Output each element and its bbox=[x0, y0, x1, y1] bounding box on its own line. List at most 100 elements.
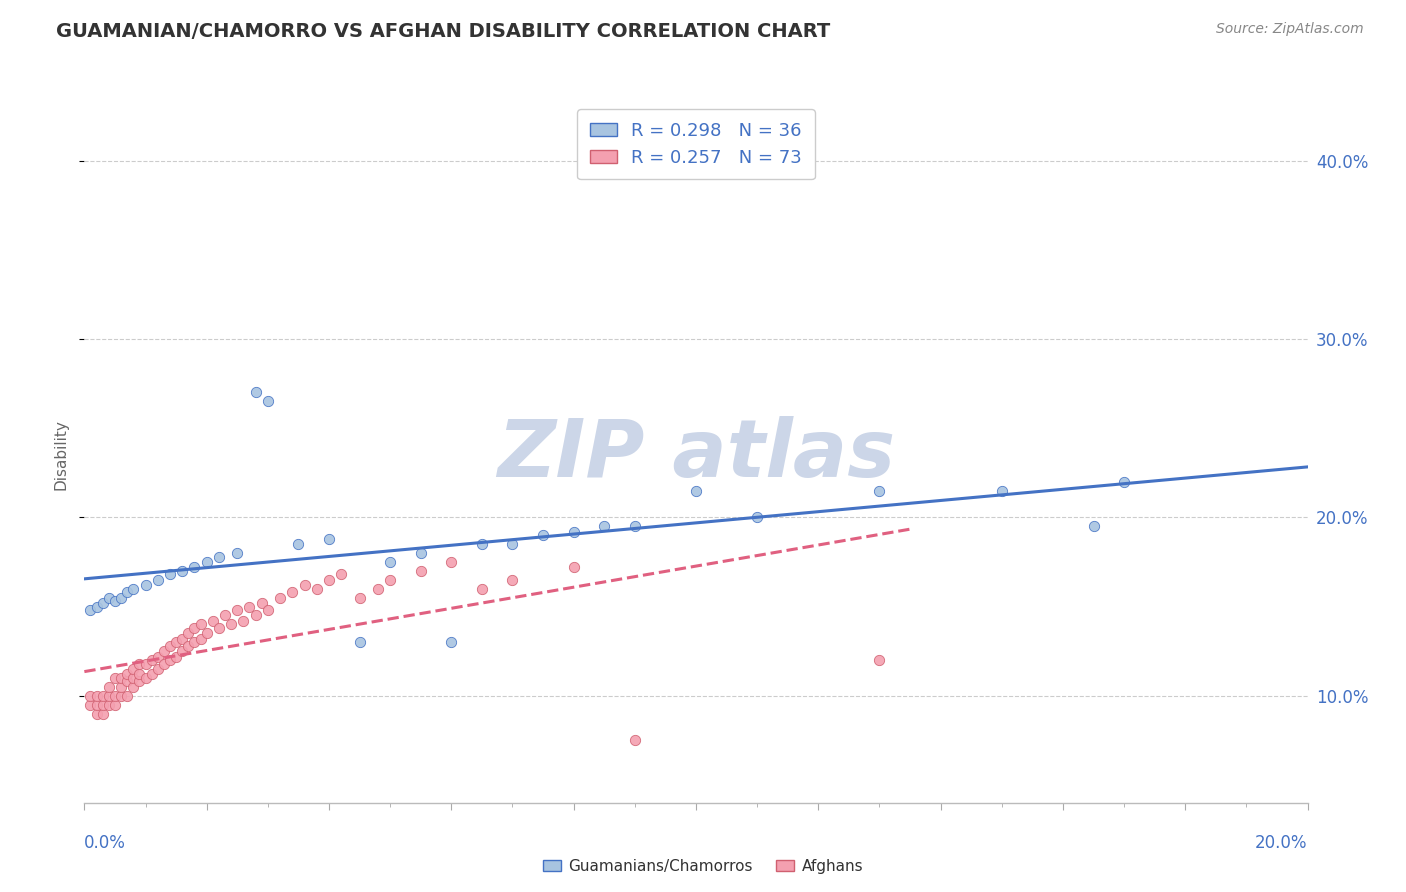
Point bbox=[165, 649, 187, 664]
Point bbox=[91, 689, 114, 703]
Point bbox=[86, 706, 108, 721]
Point bbox=[128, 667, 150, 681]
Point bbox=[79, 603, 101, 617]
Point bbox=[159, 567, 181, 582]
Point bbox=[349, 635, 371, 649]
Point bbox=[177, 639, 200, 653]
Point bbox=[91, 596, 114, 610]
Point bbox=[593, 519, 616, 533]
Point bbox=[110, 689, 132, 703]
Point bbox=[172, 564, 194, 578]
Text: Source: ZipAtlas.com: Source: ZipAtlas.com bbox=[1216, 22, 1364, 37]
Point bbox=[318, 532, 340, 546]
Point bbox=[869, 483, 891, 498]
Point bbox=[110, 680, 132, 694]
Point bbox=[115, 689, 138, 703]
Point bbox=[226, 603, 249, 617]
Point bbox=[685, 483, 707, 498]
Point bbox=[135, 671, 157, 685]
Point bbox=[79, 698, 101, 712]
Point bbox=[245, 385, 267, 400]
Point bbox=[562, 560, 585, 574]
Point bbox=[471, 582, 494, 596]
Point bbox=[135, 657, 157, 671]
Point bbox=[97, 689, 120, 703]
Point bbox=[110, 591, 132, 605]
Point bbox=[318, 573, 340, 587]
Point bbox=[122, 671, 145, 685]
Point bbox=[97, 680, 120, 694]
Point bbox=[115, 667, 138, 681]
Point bbox=[91, 706, 114, 721]
Point bbox=[502, 573, 524, 587]
Point bbox=[97, 698, 120, 712]
Point bbox=[86, 599, 108, 614]
Point bbox=[232, 614, 254, 628]
Point bbox=[208, 621, 231, 635]
Point bbox=[281, 585, 304, 599]
Point bbox=[128, 657, 150, 671]
Point bbox=[183, 560, 205, 574]
Point bbox=[257, 603, 280, 617]
Point bbox=[226, 546, 249, 560]
Point bbox=[104, 594, 127, 608]
Point bbox=[104, 671, 127, 685]
Point bbox=[238, 599, 260, 614]
Point bbox=[153, 657, 176, 671]
Point bbox=[380, 573, 402, 587]
Point bbox=[91, 698, 114, 712]
Text: 20.0%: 20.0% bbox=[1256, 834, 1308, 852]
Point bbox=[141, 653, 163, 667]
Point bbox=[146, 573, 169, 587]
Point bbox=[624, 519, 647, 533]
Point bbox=[1114, 475, 1136, 489]
Point bbox=[190, 617, 212, 632]
Point bbox=[294, 578, 316, 592]
Point bbox=[177, 626, 200, 640]
Point bbox=[190, 632, 212, 646]
Text: 0.0%: 0.0% bbox=[84, 834, 127, 852]
Point bbox=[183, 621, 205, 635]
Point bbox=[471, 537, 494, 551]
Point bbox=[79, 689, 101, 703]
Point bbox=[195, 626, 218, 640]
Text: GUAMANIAN/CHAMORRO VS AFGHAN DISABILITY CORRELATION CHART: GUAMANIAN/CHAMORRO VS AFGHAN DISABILITY … bbox=[56, 22, 831, 41]
Point bbox=[219, 617, 242, 632]
Point bbox=[201, 614, 224, 628]
Point bbox=[440, 555, 463, 569]
Point bbox=[250, 596, 273, 610]
Point bbox=[104, 698, 127, 712]
Point bbox=[146, 649, 169, 664]
Point bbox=[172, 632, 194, 646]
Point bbox=[214, 608, 236, 623]
Point bbox=[153, 644, 176, 658]
Legend: Guamanians/Chamorros, Afghans: Guamanians/Chamorros, Afghans bbox=[537, 853, 869, 880]
Point bbox=[195, 555, 218, 569]
Point bbox=[440, 635, 463, 649]
Point bbox=[86, 689, 108, 703]
Point bbox=[122, 582, 145, 596]
Point bbox=[86, 698, 108, 712]
Point bbox=[115, 674, 138, 689]
Point bbox=[122, 680, 145, 694]
Point bbox=[409, 546, 432, 560]
Point bbox=[1083, 519, 1105, 533]
Point bbox=[146, 662, 169, 676]
Point bbox=[367, 582, 389, 596]
Point bbox=[991, 483, 1014, 498]
Point bbox=[110, 671, 132, 685]
Point bbox=[502, 537, 524, 551]
Point bbox=[330, 567, 353, 582]
Point bbox=[172, 644, 194, 658]
Y-axis label: Disability: Disability bbox=[53, 419, 69, 491]
Point bbox=[159, 639, 181, 653]
Point bbox=[305, 582, 328, 596]
Point bbox=[141, 667, 163, 681]
Point bbox=[269, 591, 291, 605]
Point bbox=[409, 564, 432, 578]
Point bbox=[208, 549, 231, 564]
Point bbox=[115, 585, 138, 599]
Point bbox=[135, 578, 157, 592]
Point bbox=[380, 555, 402, 569]
Text: ZIP atlas: ZIP atlas bbox=[496, 416, 896, 494]
